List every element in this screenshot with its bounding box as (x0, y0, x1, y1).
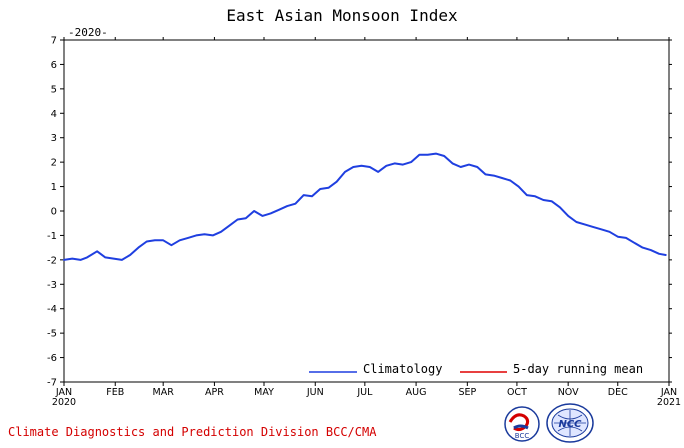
ncc-logo-text: NCC (558, 419, 582, 430)
x-tick-label: OCT (507, 387, 527, 398)
x-tick-year-label: 2021 (657, 397, 681, 408)
y-tick-label: 6 (51, 60, 57, 71)
y-tick-label: 0 (51, 207, 57, 218)
chart-subtitle: -2020- (68, 26, 108, 39)
x-tick-label: DEC (608, 387, 628, 398)
x-tick-label: MAR (153, 387, 175, 398)
x-tick-label: SEP (458, 387, 476, 398)
y-tick-label: -4 (47, 304, 57, 315)
y-tick-label: -1 (47, 231, 57, 242)
bcc-logo: BCC (504, 406, 540, 442)
y-tick-label: -3 (47, 280, 57, 291)
legend-climatology-label: Climatology (363, 362, 442, 376)
y-tick-label: -2 (47, 255, 57, 266)
ncc-logo: NCC (546, 403, 594, 443)
legend-running-mean-label: 5-day running mean (513, 362, 643, 376)
footer-credit: Climate Diagnostics and Prediction Divis… (8, 425, 377, 439)
bcc-logo-text: BCC (515, 432, 530, 440)
y-tick-label: 3 (51, 133, 57, 144)
x-tick-label: JUN (306, 387, 324, 398)
x-tick-label: JUL (356, 387, 373, 398)
y-tick-label: -5 (47, 329, 57, 340)
plot-frame (63, 39, 670, 383)
x-tick-label: NOV (558, 387, 579, 398)
y-tick-label: -7 (47, 378, 57, 389)
y-tick-label: 4 (51, 109, 57, 120)
y-tick-label: -6 (47, 353, 57, 364)
x-tick-label: APR (205, 387, 224, 398)
y-tick-label: 7 (51, 36, 57, 47)
x-tick-label: FEB (106, 387, 124, 398)
x-tick-label: JAN (660, 387, 677, 398)
series-line-climatology (63, 152, 667, 261)
x-tick-label: AUG (406, 387, 427, 398)
y-tick-label: 1 (51, 182, 57, 193)
y-tick-label: 2 (51, 158, 57, 169)
x-tick-year-label: 2020 (52, 397, 76, 408)
y-tick-label: 5 (51, 84, 57, 95)
x-tick-label: MAY (254, 387, 274, 398)
chart-title: East Asian Monsoon Index (226, 6, 458, 25)
x-tick-label: JAN (55, 387, 72, 398)
